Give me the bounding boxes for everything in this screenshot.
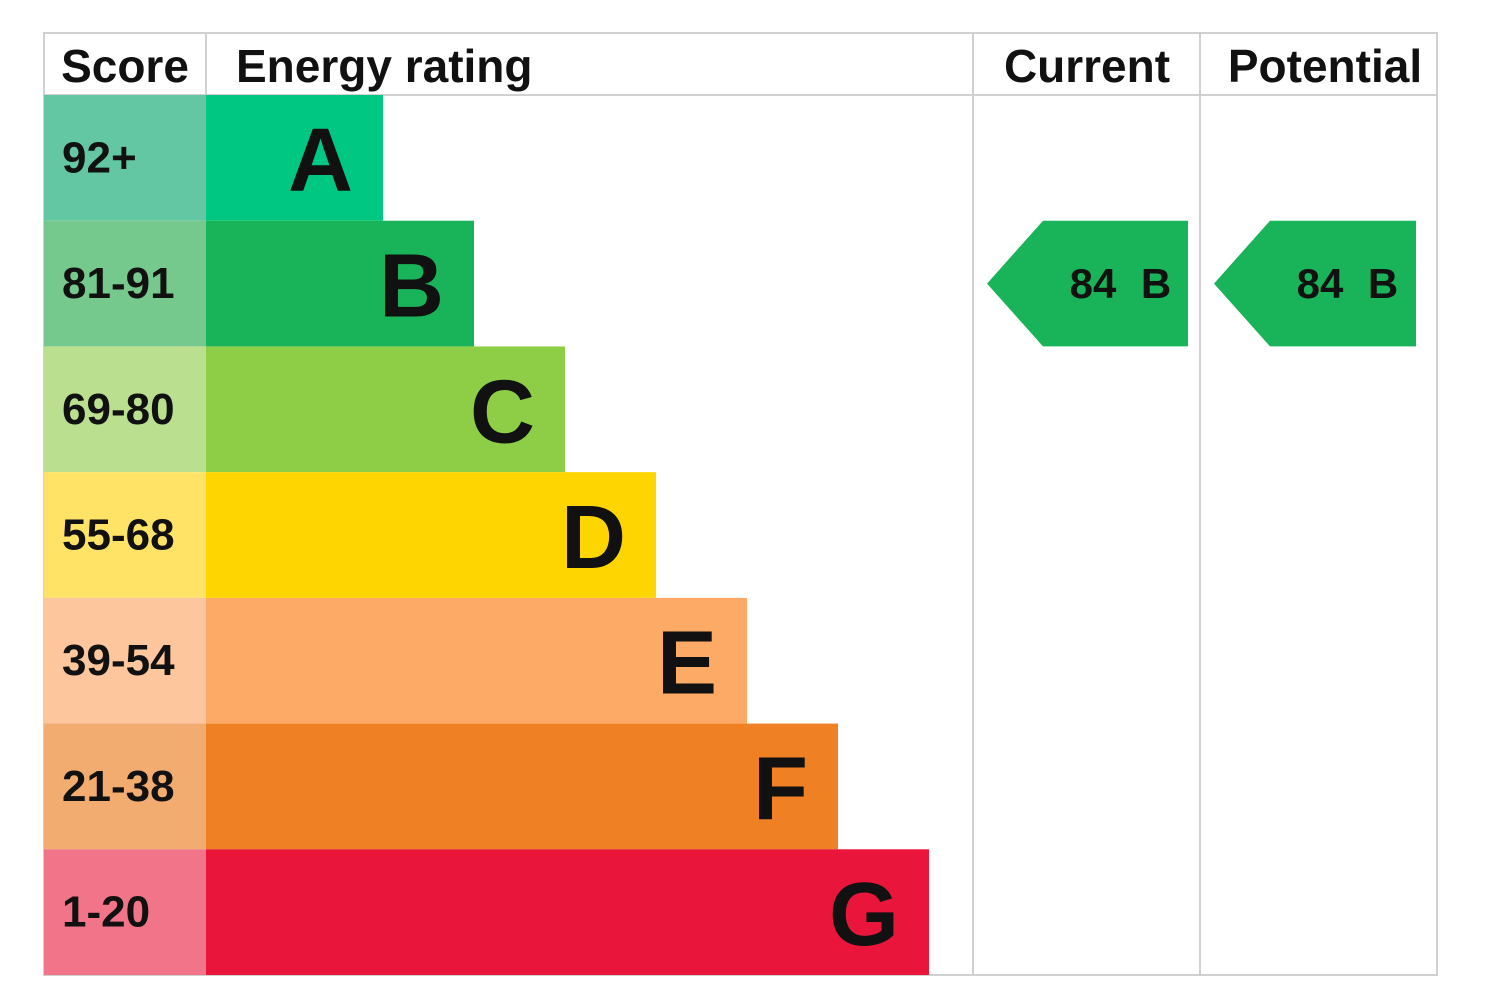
band-bar — [206, 597, 747, 724]
band-bar — [206, 346, 565, 473]
current-indicator: 84 B — [987, 220, 1188, 347]
header-score: Score — [61, 40, 189, 92]
band-bar — [206, 472, 656, 598]
band-bar — [206, 849, 929, 975]
header-energy-rating: Energy rating — [236, 40, 533, 92]
band-letter: A — [288, 111, 353, 211]
potential-indicator: 84 B — [1214, 220, 1416, 347]
score-cell — [44, 220, 206, 347]
band-bar — [206, 723, 838, 850]
rating-arrow — [987, 220, 1188, 347]
band-letter: C — [470, 362, 535, 462]
rating-band: B — [1368, 260, 1398, 307]
band-bar — [206, 220, 474, 347]
score-range: 81-91 — [62, 259, 175, 308]
band-letter: F — [753, 739, 808, 839]
band-bar — [206, 95, 383, 221]
score-cell — [44, 597, 206, 724]
score-cell — [44, 95, 206, 221]
score-range: 1-20 — [62, 888, 150, 937]
score-range: 21-38 — [62, 762, 175, 811]
score-range: 92+ — [62, 133, 137, 182]
band-letter: D — [561, 488, 626, 588]
score-cell — [44, 849, 206, 975]
rating-band: B — [1141, 260, 1171, 307]
score-cell — [44, 723, 206, 850]
rating-score: 84 — [1297, 260, 1344, 307]
band-letter: G — [829, 865, 899, 965]
header-current: Current — [1004, 40, 1170, 92]
score-cell — [44, 346, 206, 473]
rating-arrow — [1214, 220, 1416, 347]
rating-score: 84 — [1070, 260, 1117, 307]
header-potential: Potential — [1228, 40, 1422, 92]
score-range: 55-68 — [62, 511, 175, 560]
score-cell — [44, 472, 206, 598]
band-letter: E — [657, 614, 717, 714]
score-range: 69-80 — [62, 385, 175, 434]
score-range: 39-54 — [62, 636, 175, 685]
band-letter: B — [379, 237, 444, 337]
